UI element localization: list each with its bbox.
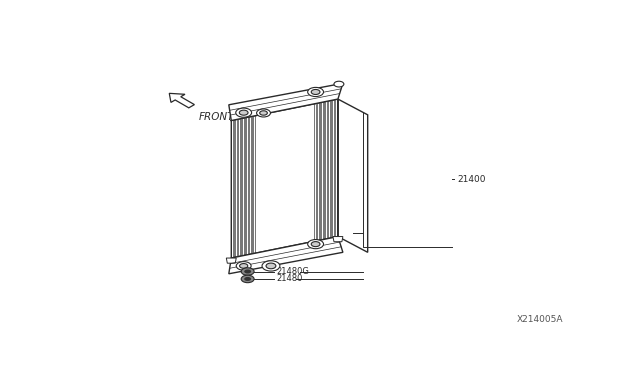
Text: 21480: 21480 — [276, 275, 302, 283]
Polygon shape — [333, 237, 343, 242]
Circle shape — [241, 275, 254, 283]
Text: 21480G: 21480G — [276, 267, 308, 276]
Polygon shape — [229, 237, 343, 274]
Text: FRONT: FRONT — [199, 112, 234, 122]
Text: X214005A: X214005A — [517, 315, 564, 324]
Circle shape — [262, 261, 280, 271]
Circle shape — [236, 108, 252, 117]
Polygon shape — [229, 83, 343, 121]
Circle shape — [334, 81, 344, 87]
Circle shape — [244, 277, 251, 281]
Polygon shape — [338, 99, 368, 252]
Circle shape — [311, 89, 320, 94]
Circle shape — [239, 110, 248, 115]
Circle shape — [257, 109, 271, 117]
Polygon shape — [227, 258, 236, 263]
Circle shape — [236, 262, 251, 270]
Circle shape — [311, 241, 320, 247]
Circle shape — [244, 269, 251, 273]
Circle shape — [241, 268, 254, 275]
Circle shape — [308, 87, 324, 97]
Circle shape — [239, 263, 248, 268]
Text: 21400: 21400 — [457, 175, 486, 184]
Circle shape — [260, 111, 268, 115]
Circle shape — [266, 263, 276, 269]
Polygon shape — [169, 93, 195, 108]
Circle shape — [308, 240, 324, 249]
